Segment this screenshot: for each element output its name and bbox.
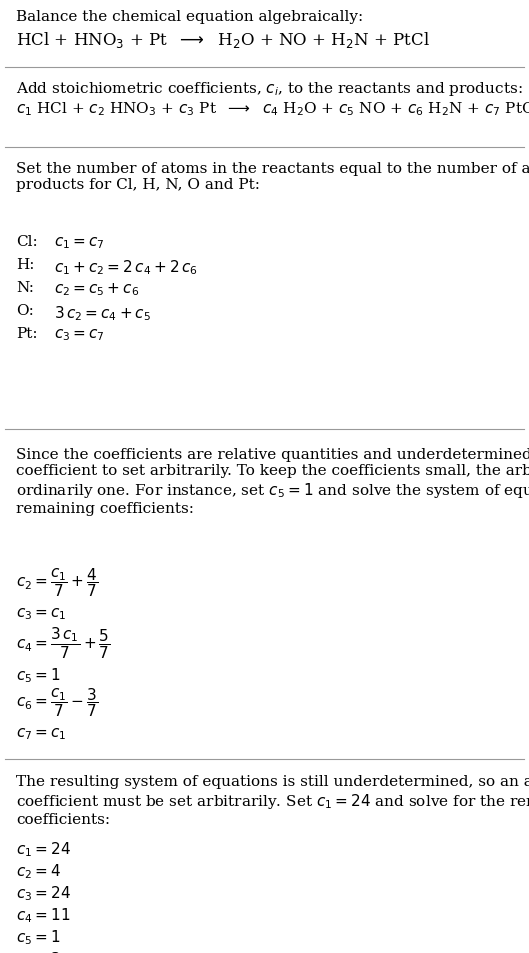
Text: $3\,c_2 = c_4 + c_5$: $3\,c_2 = c_4 + c_5$ [54,304,151,322]
Text: $c_3 = c_1$: $c_3 = c_1$ [16,605,66,621]
Text: The resulting system of equations is still underdetermined, so an additional
coe: The resulting system of equations is sti… [16,774,529,826]
Text: Pt:: Pt: [16,327,38,340]
Text: HCl + HNO$_3$ + Pt  $\longrightarrow$  H$_2$O + NO + H$_2$N + PtCl: HCl + HNO$_3$ + Pt $\longrightarrow$ H$_… [16,30,430,50]
Text: $c_7 = c_1$: $c_7 = c_1$ [16,725,66,740]
Text: $c_1$ HCl + $c_2$ HNO$_3$ + $c_3$ Pt  $\longrightarrow$  $c_4$ H$_2$O + $c_5$ NO: $c_1$ HCl + $c_2$ HNO$_3$ + $c_3$ Pt $\l… [16,100,529,117]
Text: Balance the chemical equation algebraically:: Balance the chemical equation algebraica… [16,10,363,24]
Text: $c_5 = 1$: $c_5 = 1$ [16,665,60,684]
Text: $c_1 = 24$: $c_1 = 24$ [16,840,71,858]
Text: $c_2 = 4$: $c_2 = 4$ [16,862,61,880]
Text: $c_4 = 11$: $c_4 = 11$ [16,905,70,923]
Text: $c_1 = c_7$: $c_1 = c_7$ [54,234,104,251]
Text: $c_4 = \dfrac{3\,c_1}{7} + \dfrac{5}{7}$: $c_4 = \dfrac{3\,c_1}{7} + \dfrac{5}{7}$ [16,625,111,660]
Text: $c_6 = 3$: $c_6 = 3$ [16,949,61,953]
Text: Set the number of atoms in the reactants equal to the number of atoms in the
pro: Set the number of atoms in the reactants… [16,162,529,192]
Text: $c_1 + c_2 = 2\,c_4 + 2\,c_6$: $c_1 + c_2 = 2\,c_4 + 2\,c_6$ [54,257,198,276]
Text: O:: O: [16,304,34,317]
Text: $c_5 = 1$: $c_5 = 1$ [16,927,60,945]
Text: Cl:: Cl: [16,234,38,249]
Text: N:: N: [16,281,34,294]
Text: $c_2 = c_5 + c_6$: $c_2 = c_5 + c_6$ [54,281,139,297]
Text: $c_6 = \dfrac{c_1}{7} - \dfrac{3}{7}$: $c_6 = \dfrac{c_1}{7} - \dfrac{3}{7}$ [16,685,98,718]
Text: $c_3 = 24$: $c_3 = 24$ [16,883,71,902]
Text: H:: H: [16,257,34,272]
Text: $c_2 = \dfrac{c_1}{7} + \dfrac{4}{7}$: $c_2 = \dfrac{c_1}{7} + \dfrac{4}{7}$ [16,565,98,598]
Text: Since the coefficients are relative quantities and underdetermined, choose a
coe: Since the coefficients are relative quan… [16,448,529,516]
Text: Add stoichiometric coefficients, $c_i$, to the reactants and products:: Add stoichiometric coefficients, $c_i$, … [16,80,523,98]
Text: $c_3 = c_7$: $c_3 = c_7$ [54,327,104,342]
